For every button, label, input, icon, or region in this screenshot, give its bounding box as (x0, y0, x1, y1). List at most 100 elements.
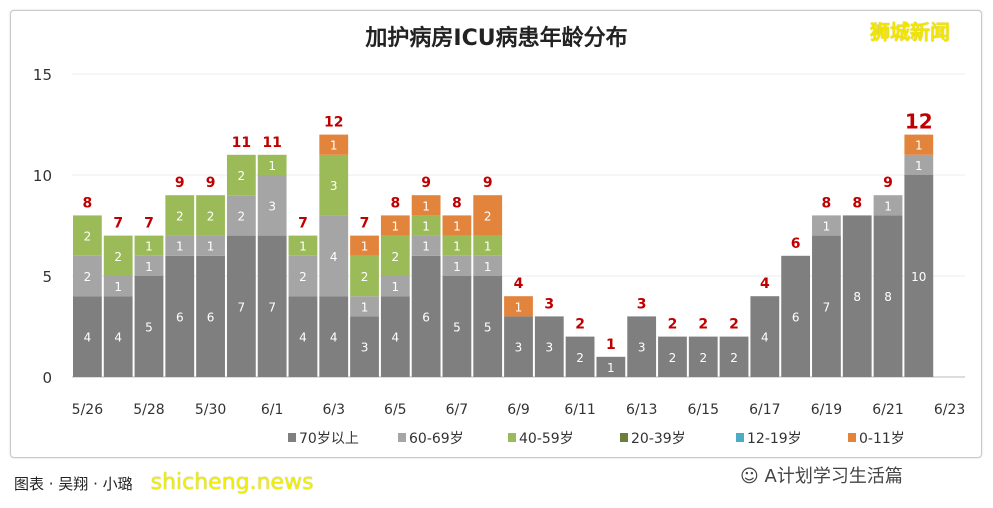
bar-segment (350, 255, 379, 297)
total-label: 7 (298, 216, 308, 232)
bar-segment (73, 215, 102, 256)
bar-segment (103, 235, 133, 276)
total-label: 4 (514, 276, 524, 292)
bar-segment (904, 154, 934, 175)
total-label: 9 (421, 175, 431, 191)
bar-segment (442, 235, 472, 256)
total-label: 7 (113, 216, 123, 232)
bar-segment (719, 336, 749, 377)
segment-label: 1 (207, 240, 215, 254)
legend-swatch (736, 433, 744, 442)
y-tick-label: 15 (33, 66, 52, 84)
bar-segment (411, 235, 441, 256)
bar-segment (596, 356, 626, 377)
segment-label: 1 (145, 240, 153, 254)
x-tick-label: 6/9 (507, 402, 530, 418)
bar-segment (380, 215, 410, 236)
segment-label: 4 (299, 331, 307, 345)
segment-label: 1 (607, 361, 615, 375)
x-tick-label: 6/11 (564, 402, 595, 418)
bar-segment (534, 316, 564, 377)
segment-label: 6 (422, 310, 430, 324)
bar-segment (73, 296, 102, 377)
total-label: 8 (452, 195, 462, 211)
segment-label: 4 (392, 331, 400, 345)
bar-segment (873, 215, 903, 377)
segment-label: 1 (453, 240, 461, 254)
segment-label: 1 (915, 139, 923, 153)
bar-segment (442, 255, 472, 276)
bar-segment (73, 255, 102, 297)
segment-label: 8 (884, 290, 892, 304)
bar-segment (504, 316, 533, 377)
total-label: 2 (698, 317, 708, 333)
segment-label: 7 (823, 300, 831, 314)
segment-label: 2 (699, 351, 707, 365)
segment-label: 8 (853, 290, 861, 304)
bar-segment (226, 195, 256, 236)
bar-segment (103, 276, 133, 297)
chart-title: 加护病房ICU病患年龄分布 (365, 26, 628, 51)
segment-label: 1 (884, 199, 892, 213)
segment-label: 1 (114, 280, 122, 294)
total-label: 9 (206, 175, 216, 191)
bar-segment (411, 255, 441, 377)
segment-label: 7 (238, 300, 246, 314)
total-label: 7 (360, 216, 370, 232)
x-tick-label: 6/19 (811, 402, 842, 418)
segment-label: 2 (84, 230, 92, 244)
bar-segment (380, 296, 410, 377)
x-tick-label: 6/1 (261, 402, 284, 418)
segment-label: 1 (823, 220, 831, 234)
segment-label: 2 (114, 250, 122, 264)
total-label: 8 (83, 195, 93, 211)
bar-segment (904, 134, 934, 155)
segment-label: 1 (422, 220, 430, 234)
bar-segment (350, 316, 379, 377)
wechat-account: ☺ A计划学习生活篇 (740, 462, 903, 488)
segment-label: 1 (392, 220, 400, 234)
segment-label: 10 (911, 270, 926, 284)
bar-segment (288, 235, 318, 256)
segment-label: 2 (207, 209, 215, 223)
total-label: 3 (637, 296, 647, 312)
segment-label: 3 (268, 199, 276, 213)
y-tick-label: 5 (42, 268, 52, 286)
bar-segment (688, 336, 718, 377)
bar-segment (134, 235, 164, 256)
bar-segment (257, 175, 287, 236)
segment-label: 1 (453, 260, 461, 274)
segment-label: 1 (515, 300, 523, 314)
bar-segment (658, 336, 687, 377)
segment-label: 1 (268, 159, 276, 173)
segment-label: 2 (392, 250, 400, 264)
segment-label: 1 (145, 260, 153, 274)
segment-label: 4 (761, 331, 769, 345)
watermark: shicheng.news (150, 470, 314, 495)
segment-label: 2 (576, 351, 584, 365)
segment-label: 6 (176, 310, 184, 324)
legend-label: 60-69岁 (409, 431, 464, 447)
total-label: 8 (390, 195, 400, 211)
total-label: 2 (729, 317, 739, 333)
bar-segment (750, 296, 780, 377)
segment-label: 7 (268, 300, 276, 314)
segment-label: 2 (299, 270, 307, 284)
bar-segment (873, 195, 903, 216)
bar-segment (473, 195, 503, 236)
segment-label: 3 (515, 341, 523, 355)
legend-label: 20-39岁 (631, 431, 686, 447)
bar-segment (411, 215, 441, 236)
wechat-account-name: A计划学习生活篇 (764, 466, 903, 487)
total-label: 2 (575, 317, 585, 333)
wechat-icon: ☺ (740, 466, 765, 487)
segment-label: 1 (299, 240, 307, 254)
bar-segment (442, 276, 472, 377)
legend-swatch (620, 433, 628, 442)
segment-label: 2 (84, 270, 92, 284)
bar-segment (565, 336, 595, 377)
bar-segment (196, 235, 225, 256)
bar-segment (904, 175, 934, 377)
x-tick-label: 6/17 (749, 402, 780, 418)
